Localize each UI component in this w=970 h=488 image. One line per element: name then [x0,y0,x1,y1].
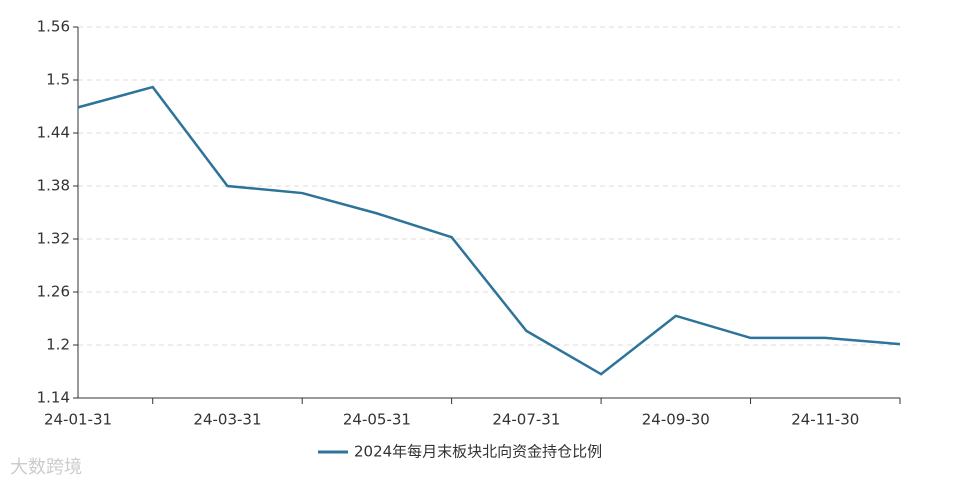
y-tick-label: 1.56 [37,18,70,36]
x-tick-label: 24-07-31 [492,411,560,429]
y-tick-label: 1.5 [46,71,70,89]
y-tick-label: 1.38 [37,177,70,195]
x-tick-label: 24-09-30 [642,411,710,429]
y-tick-label: 1.26 [37,283,70,301]
y-tick-label: 1.14 [37,389,70,407]
line [77,85,901,376]
legend-label: 2024年每月末板块北向资金持仓比例 [354,443,602,461]
x-tick-label: 24-11-30 [791,411,859,429]
x-tick-label: 24-05-31 [343,411,411,429]
y-tick-label: 1.32 [37,230,70,248]
x-tick-label: 24-03-31 [193,411,261,429]
x-tick-label: 24-01-31 [44,411,112,429]
watermark: 大数跨境 [10,457,82,478]
y-tick-label: 1.44 [37,124,70,142]
y-tick-label: 1.2 [46,336,70,354]
